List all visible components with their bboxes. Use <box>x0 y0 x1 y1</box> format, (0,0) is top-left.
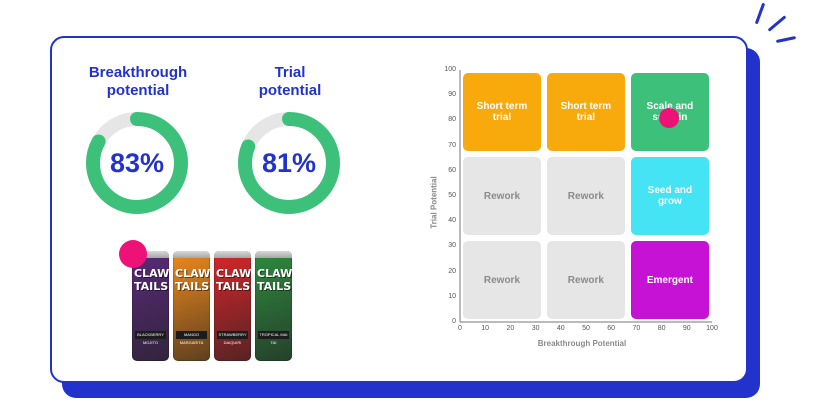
y-tick-label: 0 <box>452 318 456 325</box>
trial-value: 81% <box>261 148 317 178</box>
zone-label: Rework <box>567 190 604 202</box>
x-tick-label: 50 <box>582 325 590 332</box>
zone-label: Rework <box>567 274 604 286</box>
x-tick-label: 100 <box>706 325 718 332</box>
zone-label: Short term trial <box>560 101 612 124</box>
chart-axes <box>459 70 712 323</box>
x-tick-label: 0 <box>458 325 462 332</box>
trial-title-line2: potential <box>258 82 322 99</box>
trial-gauge <box>238 112 340 214</box>
can-flavor-label: STRAWBERRY DAIQUIRI <box>217 331 248 345</box>
y-tick-label: 90 <box>448 91 456 99</box>
product-image: CLAW TAILS BLACKBERRY MOJITO CLAW TAILS MAN… <box>132 251 292 361</box>
y-tick-label: 50 <box>448 192 456 199</box>
can-lid <box>214 251 251 258</box>
can-lid <box>173 251 210 258</box>
y-tick-label: 100 <box>444 66 456 73</box>
zone-label: Short term trial <box>476 101 528 124</box>
breakthrough-title-line1: Breakthrough <box>88 64 188 81</box>
can-logo: CLAW TAILS <box>216 267 251 293</box>
zone-rework: Rework <box>463 157 541 236</box>
can-logo: CLAW TAILS <box>257 267 292 293</box>
zone-rework: Rework <box>546 157 625 236</box>
y-tick-label: 70 <box>448 141 456 149</box>
zone-rework: Rework <box>463 241 541 319</box>
x-tick-label: 10 <box>481 325 490 332</box>
product-data-point <box>659 107 680 128</box>
potential-matrix-chart: Trial Potential Breakthrough Potential S… <box>420 60 720 360</box>
can-flavor-label: BLACKBERRY MOJITO <box>135 331 166 345</box>
can-lid <box>132 251 169 258</box>
x-tick-label: 80 <box>657 325 666 332</box>
y-tick-label: 60 <box>448 166 456 174</box>
can-logo: CLAW TAILS <box>134 267 169 293</box>
y-tick-label: 10 <box>448 292 456 300</box>
zone-short-term-trial: Short term trial <box>546 73 625 152</box>
breakthrough-title-line2: potential <box>106 82 170 99</box>
x-tick-label: 60 <box>607 325 616 332</box>
y-tick-label: 40 <box>448 217 456 225</box>
breakthrough-value: 83% <box>109 148 165 178</box>
zone-label: Rework <box>483 274 521 286</box>
y-tick-label: 20 <box>448 267 456 275</box>
y-tick-label: 30 <box>448 242 456 250</box>
x-axis-title: Breakthrough Potential <box>537 339 627 348</box>
x-tick-label: 90 <box>682 325 691 332</box>
zone-emergent: Emergent <box>630 241 709 319</box>
zone-label: Rework <box>483 190 521 202</box>
can-flavor-label: MANGO MARGARITA <box>176 331 207 345</box>
product-can: CLAW TAILS BLACKBERRY MOJITO <box>132 251 169 361</box>
sparkle-line <box>754 2 766 25</box>
gauge-fill-arc <box>86 112 188 214</box>
x-tick-label: 30 <box>531 325 540 332</box>
zone-rework: Rework <box>546 241 625 319</box>
sparkle-line <box>775 35 797 44</box>
trial-title: Trial potential <box>230 64 350 100</box>
zone-label: Emergent <box>646 274 693 286</box>
y-axis-title: Trial Potential <box>429 176 439 229</box>
product-marker-dot <box>119 240 147 268</box>
x-tick-label: 20 <box>506 325 515 332</box>
can-lid <box>255 251 292 258</box>
sparkle-line <box>767 15 787 32</box>
zone-label: Seed and grow <box>647 185 693 208</box>
y-tick-label: 80 <box>448 116 456 124</box>
x-tick-label: 70 <box>632 325 641 332</box>
product-can: CLAW TAILS MANGO MARGARITA <box>173 251 210 361</box>
gauge-fill-arc <box>238 112 340 214</box>
can-logo: CLAW TAILS <box>175 267 210 293</box>
breakthrough-title: Breakthrough potential <box>78 64 198 100</box>
zone-short-term-trial: Short term trial <box>463 73 541 152</box>
trial-title-line1: Trial <box>274 64 306 81</box>
breakthrough-gauge <box>86 112 188 214</box>
can-flavor-label: TROPICAL MAI TAI <box>258 331 289 345</box>
product-can: CLAW TAILS STRAWBERRY DAIQUIRI <box>214 251 251 361</box>
x-tick-label: 40 <box>556 325 565 332</box>
product-can: CLAW TAILS TROPICAL MAI TAI <box>255 251 292 361</box>
zone-seed-and-grow: Seed and grow <box>630 157 709 236</box>
